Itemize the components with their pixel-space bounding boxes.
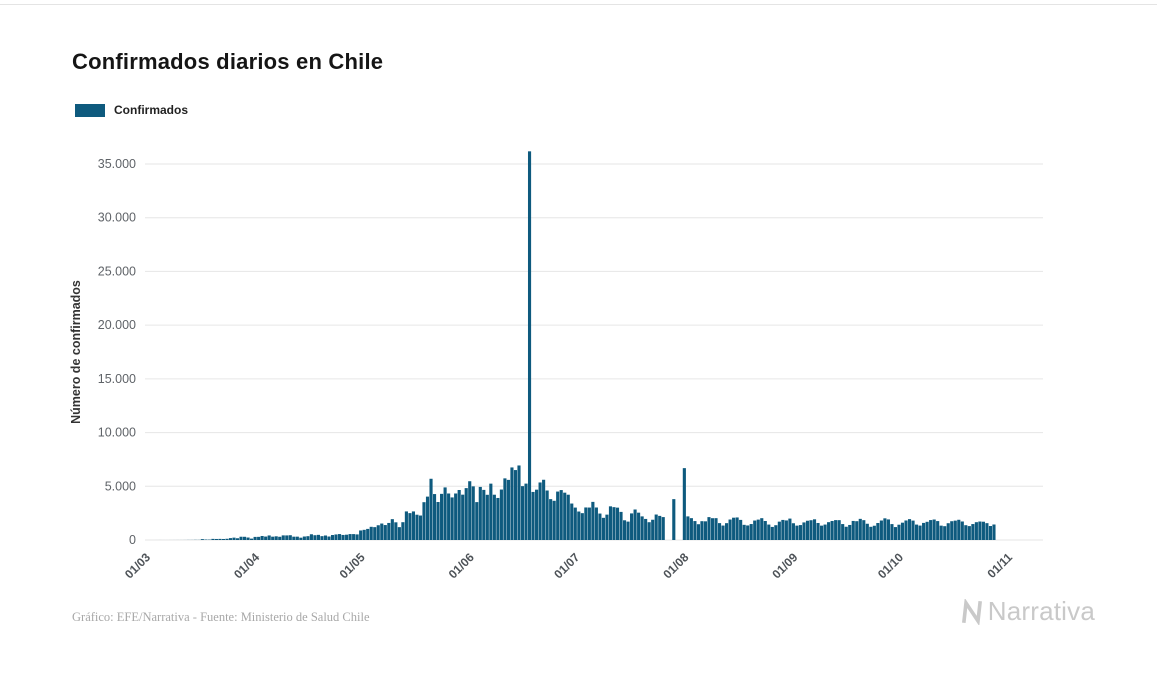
svg-text:35.000: 35.000 (98, 157, 136, 171)
narrativa-logo: Narrativa (959, 596, 1095, 627)
svg-text:15.000: 15.000 (98, 372, 136, 386)
y-axis-title: Número de confirmados (69, 280, 83, 424)
svg-text:0: 0 (129, 533, 136, 547)
legend-swatch-icon (75, 103, 105, 117)
svg-text:01/03: 01/03 (122, 550, 153, 581)
svg-text:10.000: 10.000 (98, 426, 136, 440)
svg-text:01/04: 01/04 (231, 550, 262, 581)
svg-text:25.000: 25.000 (98, 264, 136, 278)
page-title: Confirmados diarios en Chile (72, 48, 384, 74)
gridlines (145, 163, 1043, 541)
legend-label: Confirmados (114, 103, 189, 117)
x-tick-labels: 01/03 01/04 01/05 01/06 01/07 01/08 01/09 01/10… (122, 550, 1015, 581)
svg-text:01/08: 01/08 (660, 550, 691, 581)
svg-text:01/07: 01/07 (551, 550, 582, 581)
y-tick-labels: 0 5.000 10.000 15.000 20.000 25.000 30.000 35.0… (98, 157, 136, 547)
narrativa-n-logo-icon (961, 598, 982, 625)
legend-item-confirmados[interactable]: Confirmados (75, 103, 188, 117)
svg-text:30.000: 30.000 (98, 211, 136, 225)
svg-text:01/06: 01/06 (446, 550, 477, 581)
svg-text:01/05: 01/05 (337, 550, 368, 581)
bars (155, 151, 996, 540)
svg-text:5.000: 5.000 (105, 479, 136, 493)
svg-text:01/09: 01/09 (769, 550, 800, 581)
svg-text:01/11: 01/11 (984, 550, 1015, 581)
top-divider (0, 4, 1157, 5)
brand-name: Narrativa (987, 596, 1095, 626)
svg-text:01/10: 01/10 (875, 550, 906, 581)
svg-text:20.000: 20.000 (98, 318, 136, 332)
footer-credit: Gráfico: EFE/Narrativa - Fuente: Ministe… (72, 610, 370, 624)
